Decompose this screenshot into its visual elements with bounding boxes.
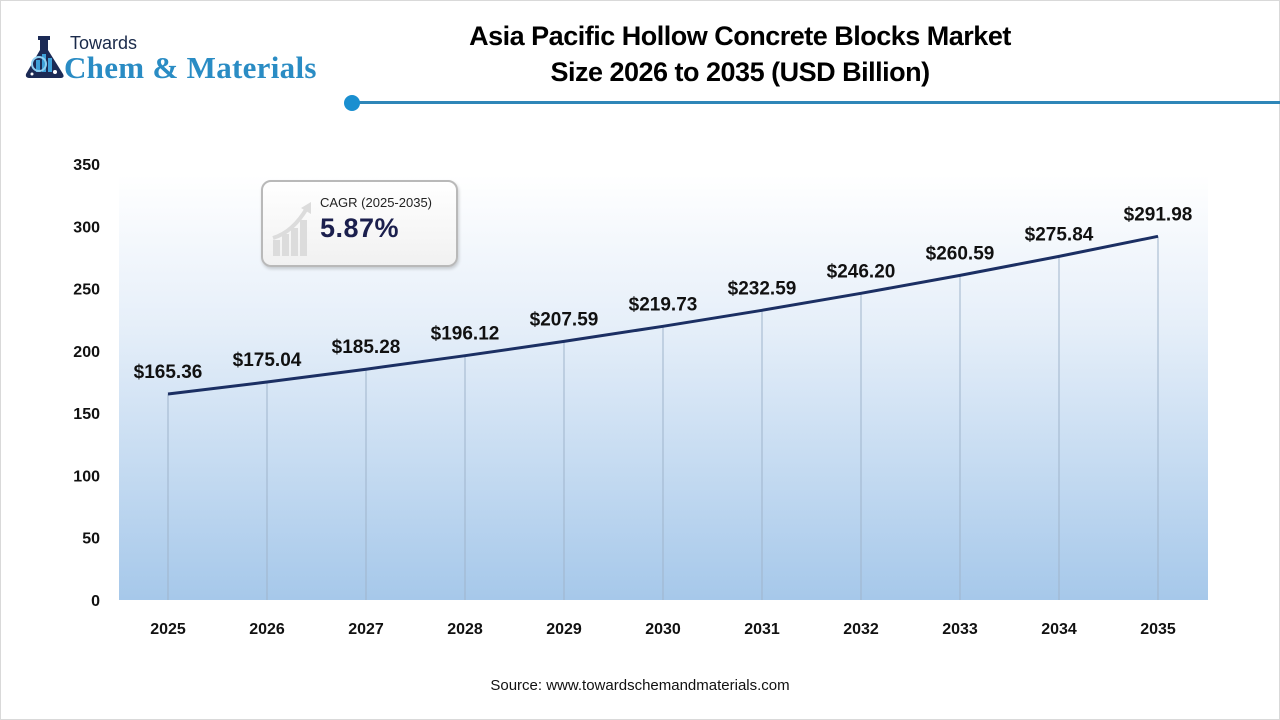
data-label: $175.04 <box>233 350 302 371</box>
y-axis: 0 50 100 150 200 250 300 350 <box>73 157 100 610</box>
data-label: $207.59 <box>530 309 599 330</box>
cagr-callout: CAGR (2025-2035) 5.87% <box>261 180 458 267</box>
cagr-label: CAGR (2025-2035) <box>320 195 432 210</box>
cagr-value: 5.87% <box>320 213 400 243</box>
source-note: Source: www.towardschemandmaterials.com <box>490 677 790 694</box>
data-label: $185.28 <box>332 337 401 358</box>
data-label: $275.84 <box>1025 224 1094 245</box>
y-tick-label: 200 <box>73 344 100 361</box>
vertical-gridlines <box>167 236 1159 600</box>
x-tick-label: 2035 <box>1140 621 1176 638</box>
y-tick-label: 300 <box>73 219 100 236</box>
brand-logo: Towards Chem & Materials <box>22 30 342 90</box>
x-tick-label: 2026 <box>249 621 285 638</box>
data-label: $246.20 <box>827 261 896 282</box>
data-label: $165.36 <box>134 362 203 383</box>
logo-towards-text: Towards <box>70 33 138 53</box>
data-labels: $165.36 $175.04 $185.28 $196.12 $207.59 $219.… <box>134 204 1193 383</box>
y-tick-label: 0 <box>91 593 100 610</box>
data-label: $219.73 <box>629 294 698 315</box>
x-tick-label: 2033 <box>942 621 978 638</box>
flask-chart-icon <box>25 36 64 78</box>
y-tick-label: 250 <box>73 282 100 299</box>
x-tick-label: 2032 <box>843 621 879 638</box>
x-tick-label: 2031 <box>744 621 780 638</box>
x-tick-label: 2027 <box>348 621 384 638</box>
title-divider-dot <box>344 95 360 111</box>
x-tick-label: 2028 <box>447 621 483 638</box>
data-label: $291.98 <box>1124 204 1193 225</box>
chart-title: Asia Pacific Hollow Concrete Blocks Mark… <box>440 18 1040 90</box>
chart-title-line2: Size 2026 to 2035 (USD Billion) <box>550 57 930 87</box>
x-tick-label: 2030 <box>645 621 681 638</box>
data-label: $196.12 <box>431 324 500 345</box>
chart-title-line1: Asia Pacific Hollow Concrete Blocks Mark… <box>469 21 1011 51</box>
x-tick-label: 2029 <box>546 621 582 638</box>
data-label: $232.59 <box>728 278 797 299</box>
y-tick-label: 150 <box>73 406 100 423</box>
data-label: $260.59 <box>926 243 995 264</box>
x-axis: 2025 2026 2027 2028 2029 2030 2031 2032 2033 2034… <box>150 621 1176 638</box>
title-divider <box>352 101 1280 104</box>
series-line <box>167 234 1159 396</box>
y-tick-label: 350 <box>73 157 100 174</box>
y-tick-label: 50 <box>82 531 100 548</box>
x-tick-label: 2025 <box>150 621 186 638</box>
growth-bars-arrow-icon <box>272 202 311 256</box>
x-tick-label: 2034 <box>1041 621 1077 638</box>
y-tick-label: 100 <box>73 468 100 485</box>
logo-main-text: Chem & Materials <box>64 50 317 85</box>
